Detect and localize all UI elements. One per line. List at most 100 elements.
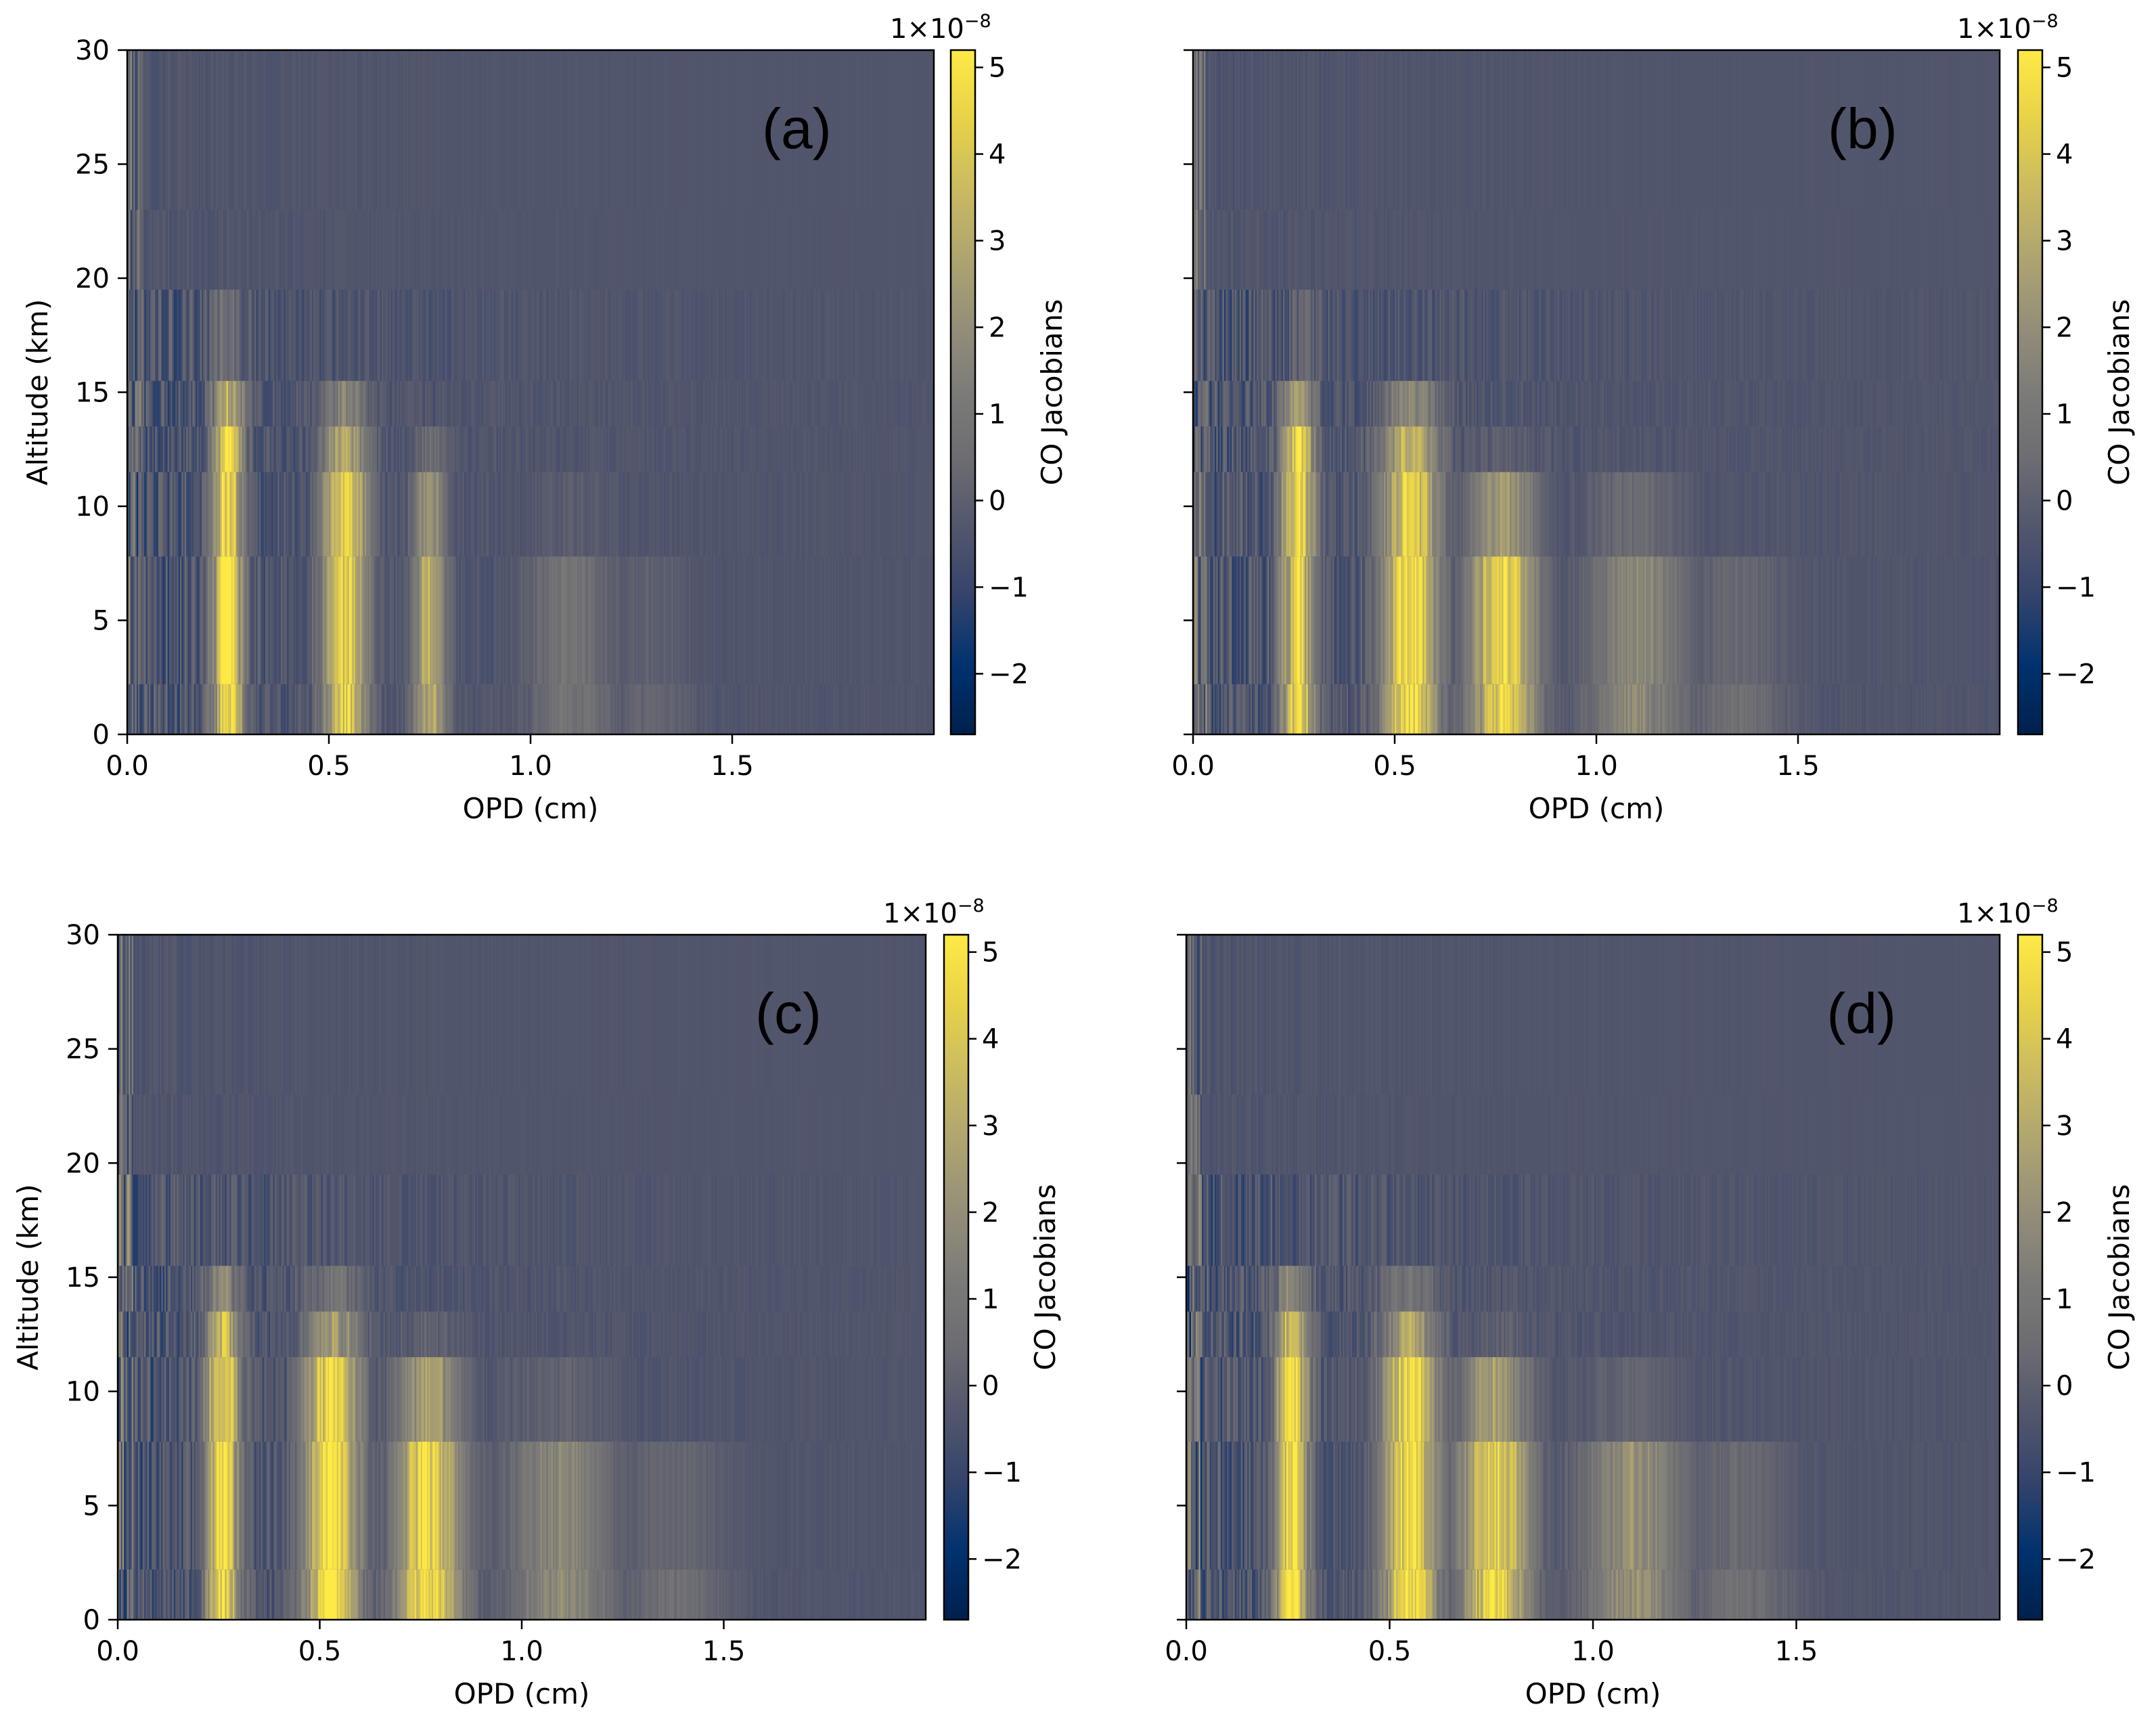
heatmap-cell: [1202, 472, 1205, 557]
heatmap-cell: [1204, 556, 1206, 684]
heatmap-cell: [771, 472, 773, 557]
heatmap-cell: [856, 426, 859, 472]
heatmap-cell: [780, 380, 782, 427]
heatmap-cell: [682, 684, 685, 734]
heatmap-cell: [1343, 472, 1346, 557]
heatmap-cell: [1295, 209, 1298, 290]
heatmap-cell: [333, 209, 336, 290]
heatmap-cell: [409, 426, 412, 472]
heatmap-cell: [792, 289, 795, 381]
heatmap-cell: [485, 380, 488, 427]
heatmap-cell: [736, 426, 739, 472]
heatmap-cell: [721, 50, 723, 210]
heatmap-cell: [834, 50, 837, 210]
heatmap-cell: [581, 426, 584, 472]
heatmap-cell: [1265, 426, 1268, 472]
heatmap-cell: [325, 50, 328, 210]
heatmap-cell: [671, 472, 674, 557]
heatmap-cell: [363, 556, 365, 684]
heatmap-cell: [1295, 472, 1298, 557]
heatmap-cell: [363, 472, 365, 557]
heatmap-cell: [246, 684, 249, 734]
heatmap-cell: [202, 289, 204, 381]
heatmap-cell: [1256, 209, 1259, 290]
heatmap-cell: [507, 426, 510, 472]
heatmap-cell: [577, 50, 579, 210]
heatmap-cell: [171, 289, 173, 381]
heatmap-cell: [457, 472, 460, 557]
heatmap-cell: [257, 50, 260, 210]
heatmap-cell: [556, 684, 559, 734]
heatmap-cell: [1222, 289, 1225, 381]
heatmap-cell: [805, 472, 807, 557]
heatmap-cell: [717, 50, 719, 210]
heatmap-cell: [840, 472, 843, 557]
heatmap-cell: [552, 50, 554, 210]
heatmap-cell: [464, 684, 466, 734]
heatmap-cell: [443, 426, 446, 472]
heatmap-cell: [646, 426, 649, 472]
heatmap-cell: [782, 472, 784, 557]
heatmap-cell: [490, 209, 493, 290]
heatmap-cell: [153, 209, 156, 290]
heatmap-cell: [510, 556, 513, 684]
heatmap-cell: [819, 556, 822, 684]
heatmap-cell: [1199, 50, 1202, 210]
heatmap-cell: [265, 556, 267, 684]
heatmap-cell: [372, 426, 375, 472]
heatmap-cell: [474, 50, 477, 210]
heatmap-cell: [287, 380, 289, 427]
heatmap-cell: [639, 380, 642, 427]
heatmap-cell: [147, 209, 150, 290]
heatmap-cell: [792, 209, 795, 290]
heatmap-cell: [190, 209, 193, 290]
heatmap-cell: [293, 289, 296, 381]
heatmap-cell: [219, 684, 221, 734]
heatmap-cell: [718, 50, 721, 210]
heatmap-cell: [524, 426, 526, 472]
heatmap-cell: [172, 289, 175, 381]
heatmap-cell: [712, 209, 715, 290]
heatmap-cell: [130, 50, 133, 210]
heatmap-cell: [380, 209, 382, 290]
heatmap-cell: [794, 50, 796, 210]
heatmap-cell: [1343, 209, 1346, 290]
heatmap-cell: [910, 289, 913, 381]
heatmap-cell: [580, 50, 583, 210]
heatmap-cell: [743, 472, 745, 557]
heatmap-cell: [279, 289, 282, 381]
heatmap-cell: [400, 556, 403, 684]
heatmap-cell: [836, 380, 838, 427]
heatmap-cell: [782, 289, 784, 381]
heatmap-cell: [366, 209, 368, 290]
heatmap-cell: [730, 50, 733, 210]
heatmap-cell: [892, 209, 894, 290]
heatmap-cell: [142, 289, 145, 381]
heatmap-cell: [1255, 50, 1257, 210]
heatmap-cell: [293, 556, 296, 684]
heatmap-cell: [531, 426, 533, 472]
heatmap-cell: [602, 50, 604, 210]
heatmap-cell: [589, 556, 591, 684]
heatmap-cell: [473, 556, 476, 684]
heatmap-cell: [851, 380, 854, 427]
heatmap-cell: [307, 556, 309, 684]
heatmap-cell: [830, 209, 832, 290]
heatmap-cell: [634, 684, 637, 734]
heatmap-cell: [766, 684, 769, 734]
heatmap-cell: [766, 472, 769, 557]
heatmap-cell: [1301, 426, 1304, 472]
heatmap-cell: [758, 684, 761, 734]
heatmap-cell: [905, 289, 908, 381]
heatmap-cell: [859, 50, 861, 210]
heatmap-cell: [405, 684, 407, 734]
heatmap-cell: [868, 289, 871, 381]
heatmap-cell: [544, 426, 547, 472]
heatmap-cell: [909, 472, 912, 557]
heatmap-cell: [432, 556, 435, 684]
heatmap-cell: [662, 472, 665, 557]
heatmap-cell: [671, 209, 674, 290]
heatmap-cell: [863, 50, 866, 210]
heatmap-cell: [460, 289, 463, 381]
heatmap-cell: [545, 426, 548, 472]
